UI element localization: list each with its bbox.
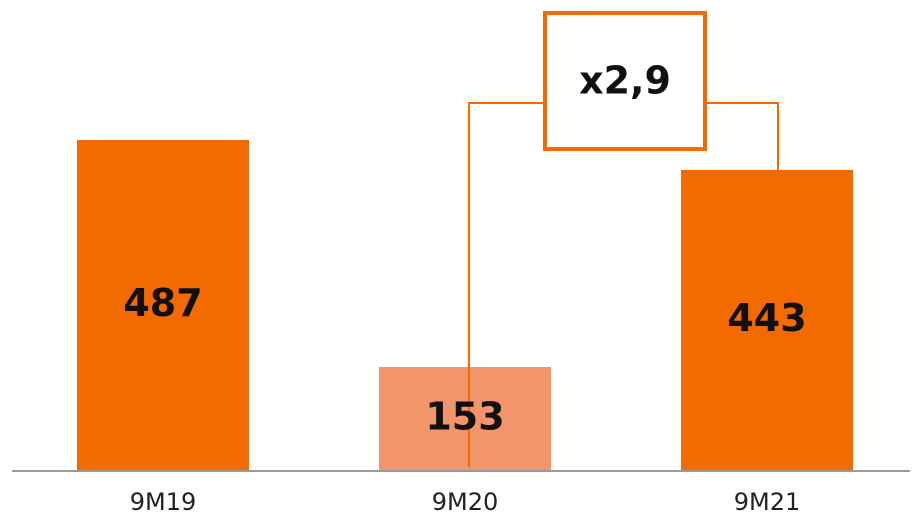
connector-right — [705, 102, 779, 170]
multiplier-box — [543, 11, 707, 151]
x-tick-label-9M20: 9M20 — [432, 488, 499, 516]
labels-layer: 487 9M19 153 9M20 443 9M21 — [123, 281, 806, 516]
bar-9M21 — [681, 169, 853, 471]
connector-left — [468, 102, 545, 468]
x-tick-label-9M19: 9M19 — [130, 488, 197, 516]
multiplier-label: x2,9 — [579, 59, 671, 103]
bars-layer — [77, 140, 853, 471]
x-tick-label-9M21: 9M21 — [734, 488, 801, 516]
multiplier-annotation: x2,9 — [543, 11, 707, 151]
bar-9M20 — [379, 367, 551, 471]
bar-9M19 — [77, 140, 249, 471]
value-label-9M19: 487 — [123, 281, 202, 325]
multiplier-connector — [468, 102, 779, 468]
value-label-9M20: 153 — [425, 395, 504, 439]
value-label-9M21: 443 — [727, 296, 806, 340]
